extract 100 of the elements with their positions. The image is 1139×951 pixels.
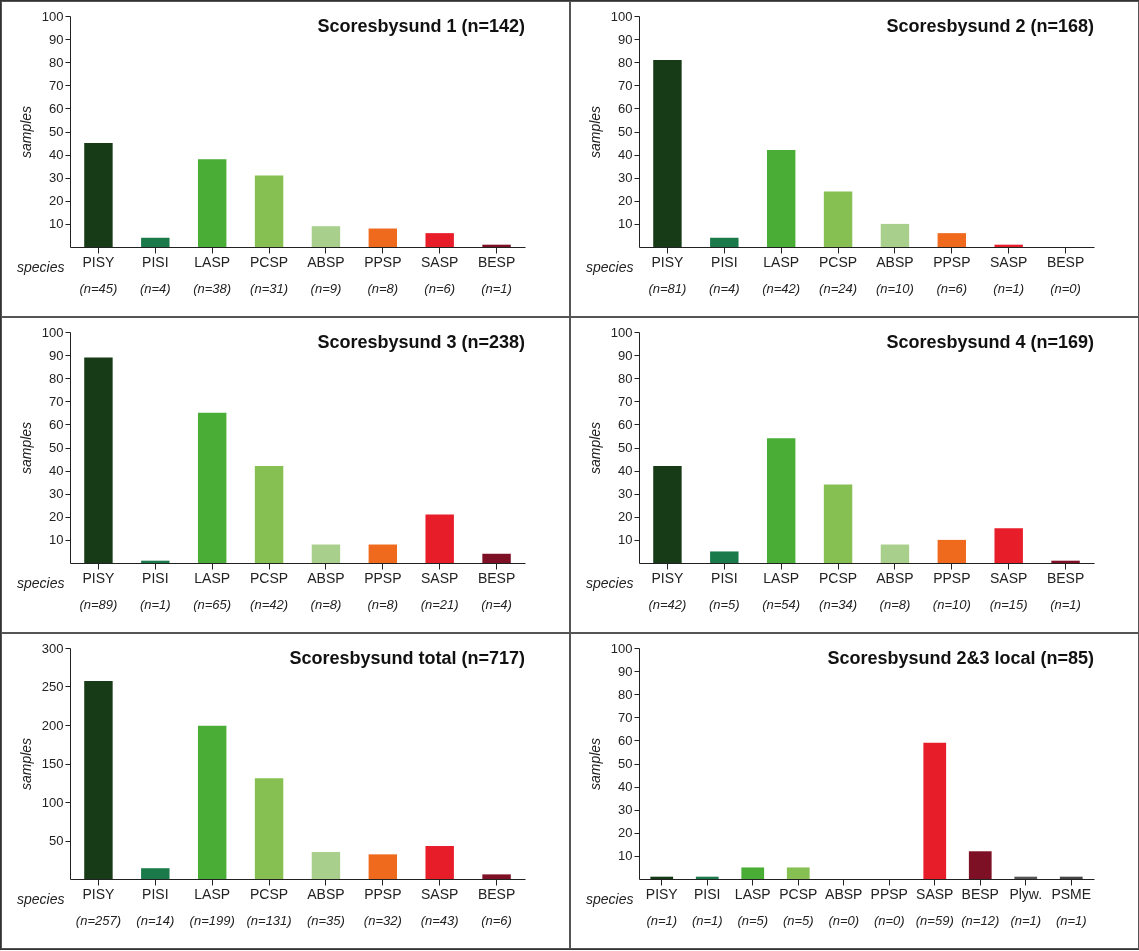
x-tick-label: PCSP [250, 253, 289, 270]
y-axis-title: samples [586, 737, 603, 791]
y-tick-label: 150 [41, 756, 64, 771]
x-tick-label: LASP [194, 885, 231, 902]
x-tick-label: PISY [651, 569, 685, 586]
x-tick-label: LASP [763, 569, 800, 586]
x-tick-label: PCSP [779, 885, 818, 902]
x-tick-label: PISY [651, 253, 685, 270]
x-tick-label: PISI [142, 569, 169, 586]
data-label: (n=89) [79, 597, 118, 612]
data-label: (n=34) [819, 597, 858, 612]
data-label: (n=8) [367, 597, 399, 612]
y-tick-label: 70 [618, 77, 633, 93]
x-tick-label: PCSP [250, 569, 289, 586]
y-tick-label: 100 [610, 324, 633, 340]
chart-title: Scoresbysund total (n=717) [289, 648, 525, 668]
x-tick-label: ABSP [876, 569, 914, 586]
y-tick-label: 10 [49, 216, 64, 232]
data-label: (n=1) [993, 281, 1025, 296]
x-tick-label: PISY [645, 885, 679, 902]
x-tick-label: ABSP [825, 885, 863, 902]
x-tick-label: LASP [734, 885, 771, 902]
data-label: (n=199) [189, 913, 235, 928]
y-axis-title: samples [17, 105, 34, 159]
data-label: (n=14) [136, 913, 175, 928]
y-tick-label: 70 [49, 77, 64, 93]
y-axis-title: samples [17, 737, 34, 791]
x-tick-label: PISI [711, 253, 738, 270]
data-label: (n=10) [875, 281, 914, 296]
data-label: (n=45) [79, 281, 118, 296]
x-tick-label: BESP [477, 253, 516, 270]
y-tick-label: 90 [49, 31, 64, 47]
x-axis-title: species [17, 258, 65, 275]
x-tick-label: ABSP [307, 885, 345, 902]
y-tick-label: 70 [49, 393, 64, 409]
y-tick-label: 10 [618, 848, 633, 864]
data-label: (n=42) [762, 281, 801, 296]
chart-title: Scoresbysund 1 (n=142) [317, 16, 525, 36]
x-tick-label: BESP [1046, 253, 1085, 270]
data-label: (n=15) [989, 597, 1028, 612]
data-label: (n=257) [75, 913, 122, 928]
x-tick-label: PPSP [364, 885, 402, 902]
x-tick-label: SASP [421, 885, 459, 902]
y-tick-label: 50 [618, 756, 633, 771]
y-tick-label: 50 [618, 440, 633, 455]
y-tick-label: 20 [618, 509, 633, 525]
y-tick-label: 40 [618, 147, 633, 163]
x-tick-label: PCSP [819, 569, 858, 586]
data-label: (n=8) [310, 597, 342, 612]
x-axis-title: species [586, 574, 634, 591]
y-tick-label: 10 [618, 216, 633, 232]
data-label: (n=42) [250, 597, 289, 612]
y-tick-label: 50 [618, 124, 633, 139]
y-tick-label: 80 [618, 686, 633, 702]
y-tick-label: 30 [49, 170, 64, 186]
x-tick-label: PPSP [933, 569, 971, 586]
y-axis-title: samples [586, 421, 603, 475]
y-tick-label: 80 [618, 54, 633, 70]
data-label: (n=0) [1050, 281, 1081, 296]
data-label: (n=65) [193, 597, 232, 612]
x-tick-label: PISI [711, 569, 738, 586]
y-tick-label: 20 [618, 193, 633, 209]
y-tick-label: 300 [41, 640, 64, 656]
y-axis-title: samples [586, 105, 603, 159]
x-tick-label: BESP [477, 569, 516, 586]
x-axis-title: species [17, 574, 65, 591]
y-tick-label: 60 [618, 732, 633, 748]
x-tick-label: PPSP [870, 885, 908, 902]
y-tick-label: 50 [49, 833, 64, 848]
y-tick-label: 90 [618, 31, 633, 47]
y-tick-label: 20 [618, 825, 633, 841]
data-label: (n=1) [1050, 597, 1081, 612]
y-tick-label: 30 [618, 802, 633, 818]
x-tick-label: BESP [1046, 569, 1085, 586]
data-label: (n=54) [762, 597, 801, 612]
y-tick-label: 80 [49, 54, 64, 70]
x-tick-label: SASP [916, 885, 954, 902]
data-label: (n=8) [879, 597, 911, 612]
y-tick-label: 80 [618, 370, 633, 386]
y-tick-label: 70 [618, 393, 633, 409]
x-tick-label: PPSP [364, 253, 402, 270]
y-tick-label: 10 [49, 532, 64, 548]
data-label: (n=42) [648, 597, 687, 612]
x-tick-label: LASP [194, 253, 231, 270]
y-tick-label: 250 [41, 679, 64, 694]
y-tick-label: 60 [618, 416, 633, 432]
y-tick-label: 70 [618, 709, 633, 725]
data-label: (n=9) [310, 281, 342, 296]
y-tick-label: 100 [610, 8, 633, 24]
y-tick-label: 20 [49, 509, 64, 525]
y-tick-label: 20 [49, 193, 64, 209]
data-label: (n=81) [648, 281, 687, 296]
chart-title: Scoresbysund 4 (n=169) [886, 332, 1094, 352]
data-label: (n=32) [363, 913, 402, 928]
data-label: (n=6) [481, 913, 512, 928]
data-label: (n=35) [306, 913, 345, 928]
y-tick-label: 50 [49, 124, 64, 139]
data-label: (n=1) [646, 913, 678, 928]
x-tick-label: PISY [82, 885, 116, 902]
y-tick-label: 30 [49, 486, 64, 502]
